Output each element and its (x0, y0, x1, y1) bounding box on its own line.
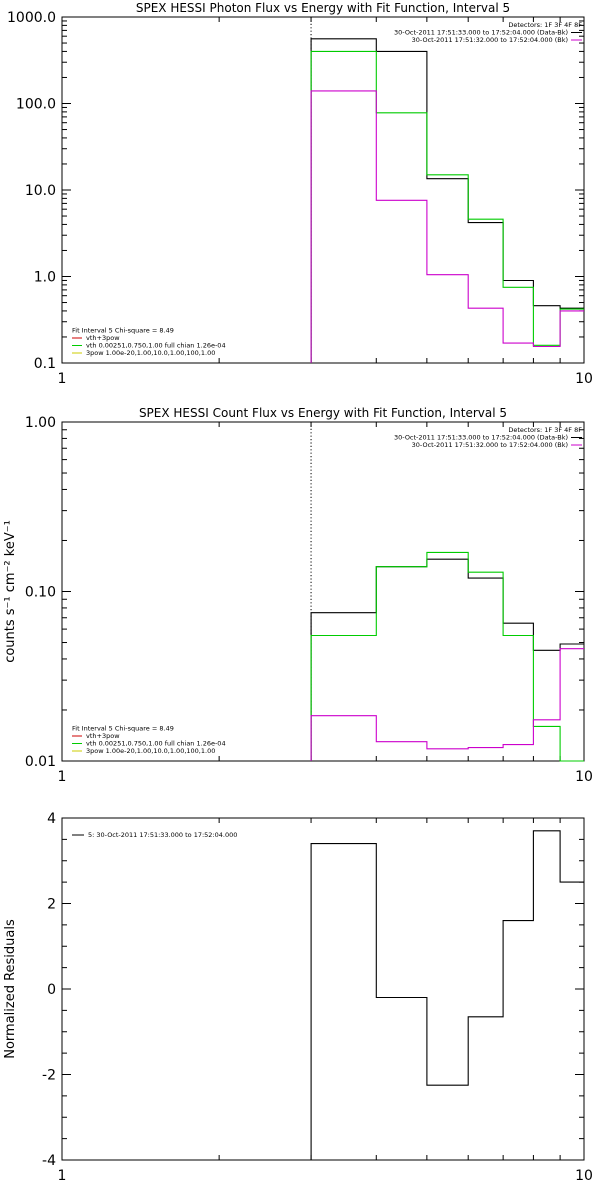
plot-frame (61, 16, 585, 364)
panel-3: 1 10 -4 -2 0 2 4 Normalized Residuals 5: 30-Oct-… (3, 811, 593, 1184)
series-1-step-line (310, 558, 584, 761)
series-3-step-line (310, 90, 584, 363)
y-tick-label: -2 (42, 1068, 56, 1084)
legend-entry-bottom: vth 0.00251,0.750,1.00 full chian 1.26e-… (86, 342, 226, 350)
series-1-step-line (310, 38, 584, 363)
legend-entry-bottom: vth+3pow (86, 334, 120, 342)
legend-entry: 5: 30-Oct-2011 17:51:33.000 to 17:52:04.… (88, 831, 237, 839)
legend-entry-bottom: 3pow 1.00e-20,1.00,10.0,1.00,100,1.00 (86, 349, 215, 357)
panel-1: SPEX HESSI Photon Flux vs Energy with Fi… (7, 1, 593, 387)
y-axis-label: counts s⁻¹ cm⁻² keV⁻¹ (3, 520, 18, 663)
y-tick-label: 0 (47, 982, 56, 998)
x-tick-label: 10 (575, 1168, 593, 1184)
y-tick-label: 100.0 (16, 97, 56, 113)
chart-title: SPEX HESSI Photon Flux vs Energy with Fi… (136, 1, 510, 15)
legend-entry-top: 30-Oct-2011 17:51:33.000 to 17:52:04.000… (394, 29, 568, 37)
plot-frame (61, 421, 585, 762)
y-tick-label: 4 (47, 811, 56, 827)
x-tick-label: 10 (575, 371, 593, 387)
y-tick-label: 10.0 (25, 183, 56, 199)
legend-entry-bottom: 3pow 1.00e-20,1.00,10.0,1.00,100,1.00 (86, 747, 215, 755)
x-tick-label: 1 (58, 1168, 67, 1184)
x-tick-label: 10 (575, 769, 593, 785)
legend-entry-bottom: vth+3pow (86, 732, 120, 740)
legend-entry-bottom: vth 0.00251,0.750,1.00 full chian 1.26e-… (86, 740, 226, 748)
y-tick-label: 2 (47, 897, 56, 913)
legend-entry-top: 30-Oct-2011 17:51:33.000 to 17:52:04.000… (394, 434, 568, 442)
legend-entry-top: Detectors: 1F 3F 4F 8F (508, 426, 582, 434)
y-tick-label: -4 (42, 1153, 56, 1169)
series-2-step-line (310, 50, 584, 363)
legend-entry-top: 30-Oct-2011 17:51:32.000 to 17:52:04.000… (412, 36, 568, 44)
y-tick-label: 0.01 (25, 754, 56, 770)
legend-entry-top: 30-Oct-2011 17:51:32.000 to 17:52:04.000… (412, 441, 568, 449)
legend-entry-bottom: Fit Interval 5 Chi-square = 8.49 (72, 725, 174, 733)
plot-frame (61, 817, 585, 1161)
y-tick-label: 0.1 (34, 356, 56, 372)
x-tick-label: 1 (58, 769, 67, 785)
series-2-step-line (310, 551, 584, 762)
series-1-step-line (310, 830, 584, 1160)
x-tick-label: 1 (58, 371, 67, 387)
chart-title: SPEX HESSI Count Flux vs Energy with Fit… (139, 406, 507, 420)
y-tick-label: 0.10 (25, 585, 56, 601)
y-tick-label: 1.0 (34, 270, 56, 286)
panel-2: SPEX HESSI Count Flux vs Energy with Fit… (3, 406, 593, 785)
y-tick-label: 1000.0 (7, 10, 56, 26)
y-axis-label: Normalized Residuals (3, 919, 18, 1059)
series-3-step-line (310, 648, 584, 761)
legend-entry-bottom: Fit Interval 5 Chi-square = 8.49 (72, 327, 174, 335)
legend-entry-top: Detectors: 1F 3F 4F 8F (508, 21, 582, 29)
y-tick-label: 1.00 (25, 415, 56, 431)
